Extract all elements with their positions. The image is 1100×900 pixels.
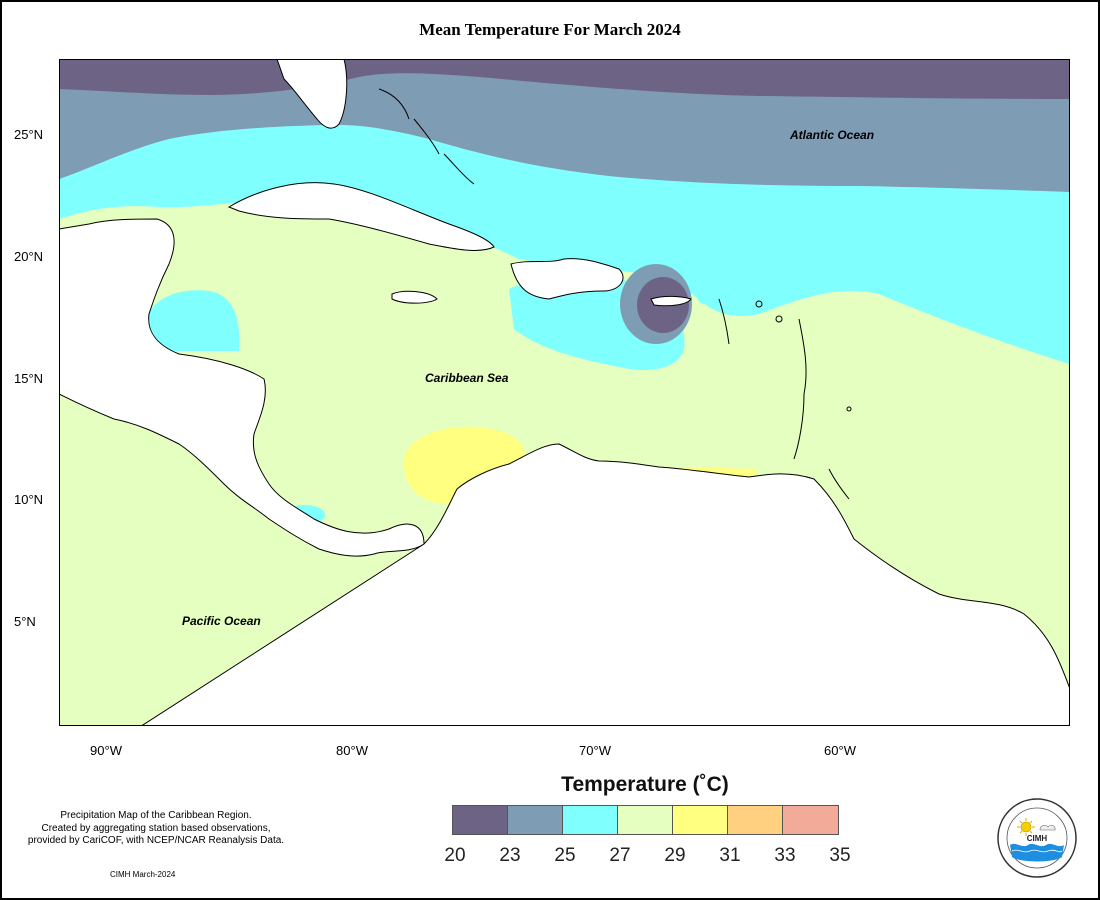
cimh-logo-graphic: CIMH [997,798,1077,878]
logo-text: CIMH [1027,834,1048,843]
x-tick-80w: 80°W [336,743,368,758]
legend-swatch-20-23 [453,806,508,834]
map-title: Mean Temperature For March 2024 [419,20,681,39]
label-atlantic-ocean: Atlantic Ocean [790,128,875,142]
legend-tick-20: 20 [444,845,466,866]
temp-pocket-honduras-cyan [146,290,240,351]
temp-pocket-east-cyan [694,264,714,304]
credit-text: CIMH March-2024 [110,870,176,879]
land-group [59,59,1070,726]
y-tick-5n: 5°N [14,614,36,629]
x-tick-90w: 90°W [90,743,122,758]
note-line-3: provided by CariCOF, with NCEP/NCAR Rean… [27,835,285,846]
legend-swatch-27-29 [618,806,673,834]
x-tick-70w: 70°W [579,743,611,758]
land-central-america [59,218,425,557]
y-tick-25n: 25°N [14,127,44,142]
note-line-1: Precipitation Map of the Caribbean Regio… [60,810,252,821]
legend-title: Temperature (˚C) [561,773,729,796]
cloud-icon [1039,825,1056,831]
legend-swatch-25-27 [563,806,618,834]
land-hispaniola [510,258,624,300]
temperature-map[interactable] [59,59,1070,726]
cimh-logo: CIMH [996,797,1078,879]
islands-group [378,88,852,500]
sun-icon [1017,818,1035,836]
legend-tick-29: 29 [664,845,686,866]
note-line-2: Created by aggregating station based obs… [41,822,271,834]
land-cuba [227,182,495,251]
y-tick-10n: 10°N [14,492,44,507]
land-puerto-rico [650,295,692,307]
land-jamaica [391,290,438,304]
legend-swatch-33-35 [783,806,838,834]
legend-tick-27: 27 [609,845,631,866]
land-south-america [59,443,1070,726]
legend-tick-31: 31 [719,845,741,866]
legend-tick-33: 33 [774,845,796,866]
x-tick-60w: 60°W [824,743,856,758]
y-tick-20n: 20°N [14,249,44,264]
legend-swatch-29-31 [673,806,728,834]
legend-swatch-23-25 [508,806,563,834]
legend-swatch-31-33 [728,806,783,834]
legend-tick-25: 25 [554,845,576,866]
legend-colorbar [452,805,839,835]
land-florida [276,59,348,129]
legend-tick-23: 23 [499,845,521,866]
label-pacific-ocean: Pacific Ocean [182,614,261,628]
waves-icon [1010,843,1064,862]
y-tick-15n: 15°N [14,371,44,386]
map-border [59,59,1070,726]
map-canvas [59,59,1070,726]
map-description-note: Precipitation Map of the Caribbean Regio… [6,810,306,848]
label-caribbean-sea: Caribbean Sea [425,371,509,385]
legend-tick-35: 35 [829,845,851,866]
